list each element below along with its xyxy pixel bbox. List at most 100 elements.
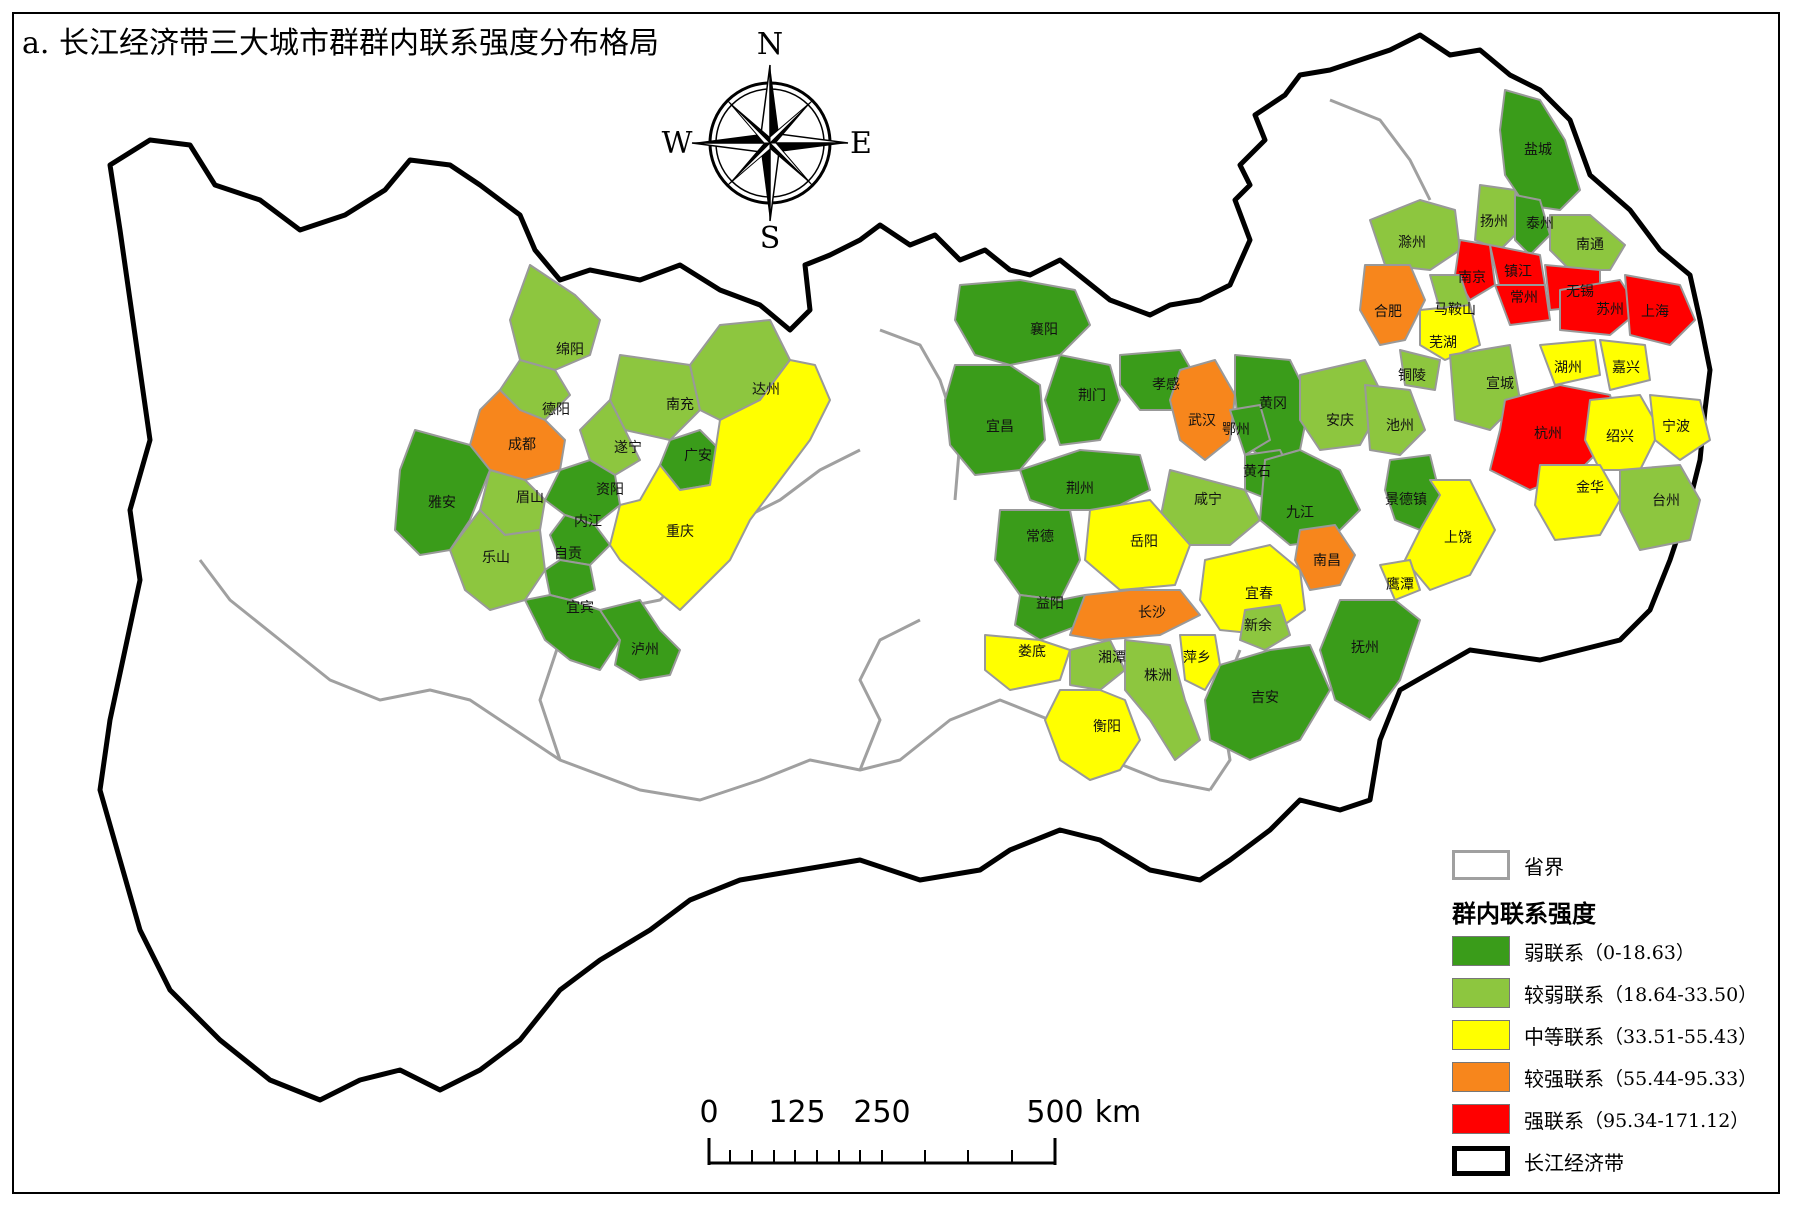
scale-bar: 0 125 250 500 km bbox=[699, 1095, 1141, 1165]
city-label: 咸宁 bbox=[1194, 491, 1222, 508]
city-label: 株洲 bbox=[1144, 668, 1172, 684]
scale-tick-500: 500 bbox=[1026, 1095, 1083, 1130]
city-label: 自贡 bbox=[554, 546, 582, 562]
legend-swatch bbox=[1452, 1062, 1510, 1092]
city-label: 岳阳 bbox=[1130, 534, 1158, 550]
city-label: 无锡 bbox=[1566, 284, 1594, 300]
legend-range: （55.44-95.33） bbox=[1604, 1067, 1758, 1090]
city-label: 雅安 bbox=[428, 495, 456, 511]
legend-swatch-belt bbox=[1452, 1146, 1510, 1176]
city-label: 娄底 bbox=[1018, 644, 1046, 660]
city-label: 成都 bbox=[508, 437, 536, 453]
city-label: 鹰潭 bbox=[1386, 576, 1414, 593]
city-label: 德阳 bbox=[542, 402, 570, 418]
city-label: 滁州 bbox=[1398, 235, 1426, 251]
legend-swatch bbox=[1452, 1020, 1510, 1050]
city-labels: 绵阳 德阳 南充 达州 成都 遂宁 广安 雅安 眉山 资阳 内江 乐山 自贡 宜… bbox=[428, 142, 1690, 735]
legend-range: （33.51-55.43） bbox=[1604, 1025, 1758, 1048]
legend-swatch bbox=[1452, 936, 1510, 966]
legend-label: 较强联系 bbox=[1524, 1066, 1604, 1091]
scale-tick-125: 125 bbox=[768, 1095, 825, 1130]
region-jian bbox=[1204, 644, 1331, 761]
legend-label: 弱联系 bbox=[1524, 940, 1584, 965]
city-label: 宜宾 bbox=[566, 600, 594, 616]
scale-tick-0: 0 bbox=[699, 1095, 718, 1130]
region-jiaxing bbox=[1599, 339, 1651, 391]
region-hengyang bbox=[1044, 689, 1141, 781]
legend-item-weak: 弱联系 （0-18.63） bbox=[1452, 934, 1695, 968]
legend-item-strong: 强联系 （95.34-171.12） bbox=[1452, 1102, 1749, 1136]
city-label: 襄阳 bbox=[1030, 322, 1058, 338]
city-label: 南昌 bbox=[1313, 553, 1341, 569]
city-label: 上饶 bbox=[1444, 530, 1472, 546]
region-zhuzhou bbox=[1124, 639, 1201, 761]
region-jinhua bbox=[1534, 464, 1621, 541]
compass-north: N bbox=[757, 27, 783, 62]
legend-label: 省界 bbox=[1524, 854, 1564, 879]
yangtze-belt-outline bbox=[97, 32, 1713, 1103]
city-label: 宜春 bbox=[1245, 586, 1273, 602]
region-jingmen bbox=[1044, 354, 1121, 446]
region-taizhou-js bbox=[1514, 194, 1551, 256]
city-label: 芜湖 bbox=[1429, 334, 1457, 351]
scale-tick-250: 250 bbox=[853, 1095, 910, 1130]
region-mianyang bbox=[509, 264, 601, 371]
region-anqing bbox=[1299, 359, 1386, 451]
city-label: 上海 bbox=[1641, 304, 1669, 320]
map-frame bbox=[12, 12, 1780, 1194]
city-label: 益阳 bbox=[1036, 596, 1064, 612]
region-yueyang bbox=[1084, 499, 1191, 591]
city-label: 抚州 bbox=[1351, 640, 1379, 656]
city-label: 苏州 bbox=[1596, 302, 1624, 318]
city-label: 南充 bbox=[666, 397, 694, 413]
city-label: 衡阳 bbox=[1093, 719, 1121, 735]
city-label: 达州 bbox=[752, 382, 780, 398]
city-label: 资阳 bbox=[596, 482, 624, 498]
region-loudi bbox=[984, 634, 1071, 691]
region-ningbo bbox=[1649, 394, 1711, 461]
region-yancheng bbox=[1499, 89, 1581, 211]
city-label: 九江 bbox=[1286, 505, 1314, 521]
legend-item-fairly-strong: 较强联系 （55.44-95.33） bbox=[1452, 1060, 1757, 1094]
legend-swatch bbox=[1452, 1104, 1510, 1134]
scale-unit: km bbox=[1095, 1095, 1142, 1130]
city-label: 黄冈 bbox=[1259, 395, 1287, 412]
city-label: 湖州 bbox=[1554, 360, 1582, 376]
city-label: 萍乡 bbox=[1183, 650, 1211, 666]
city-label: 宁波 bbox=[1662, 418, 1690, 435]
region-shanghai bbox=[1624, 274, 1696, 346]
region-yingtan bbox=[1379, 559, 1421, 601]
region-xiangtan bbox=[1069, 639, 1126, 691]
region-jingzhou bbox=[1019, 449, 1151, 511]
city-label: 遂宁 bbox=[614, 439, 642, 456]
city-label: 铜陵 bbox=[1398, 368, 1426, 384]
legend-province: 省界 bbox=[1452, 848, 1564, 882]
chengyu-cluster bbox=[394, 264, 831, 681]
legend-swatch-province bbox=[1452, 850, 1510, 880]
region-taizhou-zj bbox=[1619, 464, 1701, 551]
compass-rose-icon: N S E W bbox=[662, 27, 872, 256]
city-label: 武汉 bbox=[1188, 413, 1216, 429]
region-luzhou bbox=[599, 599, 681, 681]
region-chongqing bbox=[609, 359, 831, 611]
region-fuzhou bbox=[1319, 599, 1421, 721]
city-label: 眉山 bbox=[516, 490, 544, 506]
region-chengdu bbox=[469, 389, 566, 481]
city-label: 广安 bbox=[684, 448, 712, 464]
region-changsha bbox=[1069, 589, 1201, 641]
city-label: 镇江 bbox=[1504, 264, 1532, 280]
city-label: 内江 bbox=[574, 514, 602, 530]
compass-west: W bbox=[662, 126, 693, 161]
region-nanchang bbox=[1294, 524, 1356, 591]
region-huzhou bbox=[1539, 339, 1601, 386]
city-label: 池州 bbox=[1386, 418, 1414, 434]
city-label: 泸州 bbox=[631, 642, 659, 658]
region-hefei bbox=[1359, 264, 1426, 346]
city-label: 景德镇 bbox=[1385, 492, 1427, 508]
region-xinyu bbox=[1239, 604, 1291, 651]
legend-range: （95.34-171.12） bbox=[1584, 1109, 1750, 1132]
city-label: 孝感 bbox=[1152, 376, 1180, 393]
city-label: 荆门 bbox=[1078, 388, 1106, 404]
compass-south: S bbox=[760, 221, 781, 256]
region-ezhou bbox=[1229, 404, 1271, 456]
